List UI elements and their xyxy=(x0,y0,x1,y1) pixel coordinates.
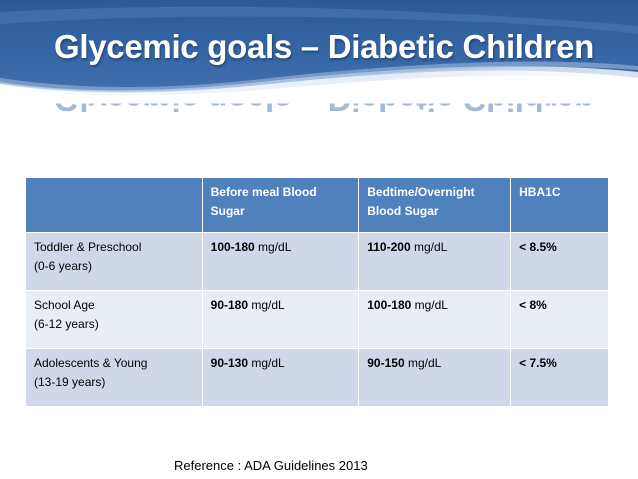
header-cell-hba1c: HBA1C xyxy=(510,177,609,233)
before-meal-cell: 90-130 mg/dL xyxy=(201,348,360,407)
hba1c-value: < 8% xyxy=(519,298,547,312)
age-group-cell: School Age (6-12 years) xyxy=(25,290,203,349)
hba1c-value: < 7.5% xyxy=(519,356,557,370)
bedtime-value: 100-180 xyxy=(367,298,412,312)
reference-note: Reference : ADA Guidelines 2013 xyxy=(174,458,368,473)
before-meal-cell: 100-180 mg/dL xyxy=(201,232,360,291)
age-range: (13-19 years) xyxy=(34,375,106,389)
before-meal-value: 90-180 xyxy=(210,298,249,312)
slide-title: Glycemic goals – Diabetic Children xyxy=(54,28,594,65)
table-header-row: Before meal Blood Sugar Bedtime/Overnigh… xyxy=(25,177,609,233)
header-cell-before-meal: Before meal Blood Sugar xyxy=(201,177,360,233)
age-group-cell: Toddler & Preschool (0-6 years) xyxy=(25,232,203,291)
header-cell-empty xyxy=(25,177,203,233)
bedtime-cell: 90-150 mg/dL xyxy=(358,348,512,407)
hba1c-cell: < 8.5% xyxy=(510,232,609,291)
hba1c-cell: < 7.5% xyxy=(510,348,609,407)
age-range: (0-6 years) xyxy=(34,259,93,273)
table-row: Adolescents & Young (13-19 years) 90-130… xyxy=(25,348,609,407)
bedtime-unit: mg/dL xyxy=(404,356,442,370)
bedtime-unit: mg/dL xyxy=(411,298,448,312)
age-group-name: Toddler & Preschool xyxy=(34,240,142,254)
before-meal-unit: mg/dL xyxy=(248,356,285,370)
table-row: School Age (6-12 years) 90-180 mg/dL 100… xyxy=(25,290,609,349)
age-group-cell: Adolescents & Young (13-19 years) xyxy=(25,348,203,407)
before-meal-value: 90-130 xyxy=(210,356,249,370)
glycemic-goals-table: Before meal Blood Sugar Bedtime/Overnigh… xyxy=(25,177,609,407)
bedtime-value: 90-150 xyxy=(367,356,405,370)
before-meal-cell: 90-180 mg/dL xyxy=(201,290,360,349)
bedtime-cell: 100-180 mg/dL xyxy=(358,290,512,349)
bedtime-value: 110-200 xyxy=(367,240,411,254)
before-meal-value: 100-180 xyxy=(210,240,255,254)
table-row: Toddler & Preschool (0-6 years) 100-180 … xyxy=(25,232,609,291)
bedtime-unit: mg/dL xyxy=(410,240,448,254)
age-group-name: Adolescents & Young xyxy=(34,356,148,370)
age-range: (6-12 years) xyxy=(34,317,99,331)
age-group-name: School Age xyxy=(34,298,95,312)
before-meal-unit: mg/dL xyxy=(254,240,292,254)
header-cell-bedtime: Bedtime/Overnight Blood Sugar xyxy=(358,177,512,233)
title-banner xyxy=(0,0,638,96)
bedtime-cell: 110-200 mg/dL xyxy=(358,232,512,291)
hba1c-cell: < 8% xyxy=(510,290,609,349)
hba1c-value: < 8.5% xyxy=(519,240,557,254)
before-meal-unit: mg/dL xyxy=(248,298,285,312)
